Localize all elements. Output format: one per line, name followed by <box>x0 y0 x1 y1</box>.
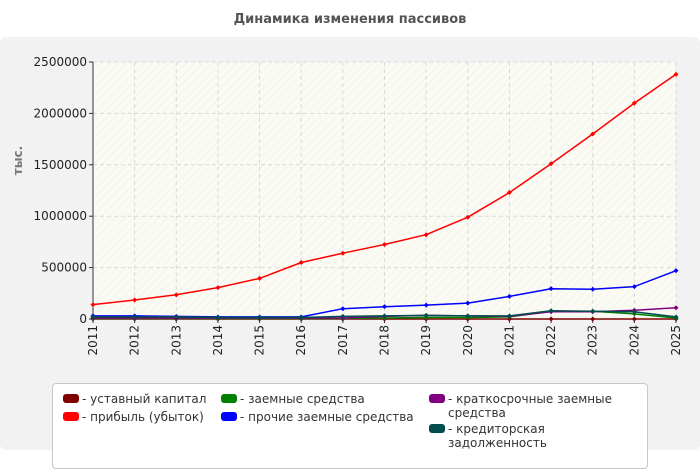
legend-item-kreditorskaya[interactable]: - кредиторская задолженность <box>429 422 639 450</box>
series-point-5 <box>340 313 346 319</box>
series-point-5 <box>673 314 679 320</box>
series-point-5 <box>382 313 387 319</box>
x-tick-label: 2017 <box>336 325 350 356</box>
series-point-1 <box>673 71 679 77</box>
series-point-1 <box>298 259 304 265</box>
series-point-3 <box>465 300 471 306</box>
series-point-0 <box>590 316 596 322</box>
x-tick-label: 2016 <box>294 325 308 356</box>
series-point-1 <box>465 214 471 220</box>
x-tick-label: 2018 <box>378 325 392 356</box>
series-point-3 <box>548 286 554 292</box>
series-point-1 <box>132 297 138 303</box>
series-point-1 <box>631 100 637 106</box>
series-point-3 <box>340 306 346 312</box>
legend-swatch <box>221 412 237 421</box>
legend-label: - прочие заемные средства <box>240 410 414 424</box>
chart-title: Динамика изменения пассивов <box>233 12 467 27</box>
series-point-1 <box>90 302 96 308</box>
x-tick-label: 2014 <box>211 325 225 356</box>
series-point-5 <box>215 314 221 320</box>
chart-canvas: 0 500000 1000000 1500000 2000000 2500000 2011 2… <box>11 55 683 356</box>
series-point-5 <box>90 314 96 320</box>
series-point-3 <box>423 302 429 308</box>
series-point-1 <box>173 292 179 298</box>
legend-swatch <box>63 412 79 421</box>
series-point-3 <box>590 286 596 292</box>
legend-label: - заемные средства <box>240 392 365 406</box>
series-point-1 <box>382 241 387 247</box>
y-tick-label: 500000 <box>41 261 87 275</box>
series-point-5 <box>631 309 637 315</box>
series-point-1 <box>423 232 429 238</box>
legend-swatch <box>221 394 237 403</box>
series-point-1 <box>548 161 554 167</box>
x-tick-label: 2024 <box>627 325 641 356</box>
x-tick-label: 2013 <box>169 325 183 356</box>
x-tick-label: 2021 <box>502 325 516 356</box>
y-axis-label: тыс. <box>11 146 25 175</box>
y-tick-label: 0 <box>79 312 87 326</box>
legend-item-zaemnye-sredstva[interactable]: - заемные средства <box>221 392 421 406</box>
legend-label: - прибыль (убыток) <box>82 410 204 424</box>
series-point-1 <box>506 190 512 196</box>
series-point-0 <box>548 316 554 322</box>
legend-label: - кредиторская задолженность <box>448 422 547 450</box>
legend-swatch <box>63 394 79 403</box>
series-point-5 <box>257 314 263 320</box>
legend-label: - краткосрочные заемные средства <box>448 392 612 420</box>
series-point-1 <box>215 285 221 291</box>
x-tick-label: 2022 <box>544 325 558 356</box>
x-tick-label: 2025 <box>669 325 683 356</box>
legend-swatch <box>429 424 445 433</box>
series-point-3 <box>506 293 512 299</box>
series-point-0 <box>631 316 637 322</box>
series-point-1 <box>257 275 263 281</box>
series-point-1 <box>340 250 346 256</box>
y-tick-label: 1500000 <box>34 158 87 172</box>
series-point-3 <box>382 304 387 310</box>
series-point-3 <box>631 284 637 290</box>
legend-item-pribyl[interactable]: - прибыль (убыток) <box>63 410 223 424</box>
legend-item-prochie-zaemnye[interactable]: - прочие заемные средства <box>221 410 421 424</box>
series-point-5 <box>423 312 429 318</box>
x-tick-label: 2015 <box>253 325 267 356</box>
legend-item-kratkosrochnye[interactable]: - краткосрочные заемные средства <box>429 392 639 420</box>
series-point-5 <box>132 314 138 320</box>
series-point-5 <box>173 314 179 320</box>
y-tick-label: 2500000 <box>34 55 87 69</box>
series-point-5 <box>590 308 596 314</box>
series-point-5 <box>548 308 554 314</box>
legend-item-ustavnyi-kapital[interactable]: - уставный капитал <box>63 392 223 406</box>
series-point-3 <box>673 268 679 274</box>
x-tick-label: 2012 <box>128 325 142 356</box>
series-point-5 <box>506 313 512 319</box>
y-tick-label: 1000000 <box>34 209 87 223</box>
legend-swatch <box>429 394 445 403</box>
legend: - уставный капитал - прибыль (убыток) - … <box>52 383 648 469</box>
series-point-4 <box>673 305 679 311</box>
x-tick-label: 2019 <box>419 325 433 356</box>
x-tick-label: 2023 <box>586 325 600 356</box>
x-tick-label: 2020 <box>461 325 475 356</box>
y-tick-label: 2000000 <box>34 106 87 120</box>
series-point-5 <box>298 314 304 320</box>
series-point-5 <box>465 313 471 319</box>
x-tick-label: 2011 <box>86 325 100 356</box>
series-point-1 <box>590 131 596 137</box>
legend-label: - уставный капитал <box>82 392 207 406</box>
chart-panel: 0 500000 1000000 1500000 2000000 2500000 2011 2… <box>0 37 700 469</box>
